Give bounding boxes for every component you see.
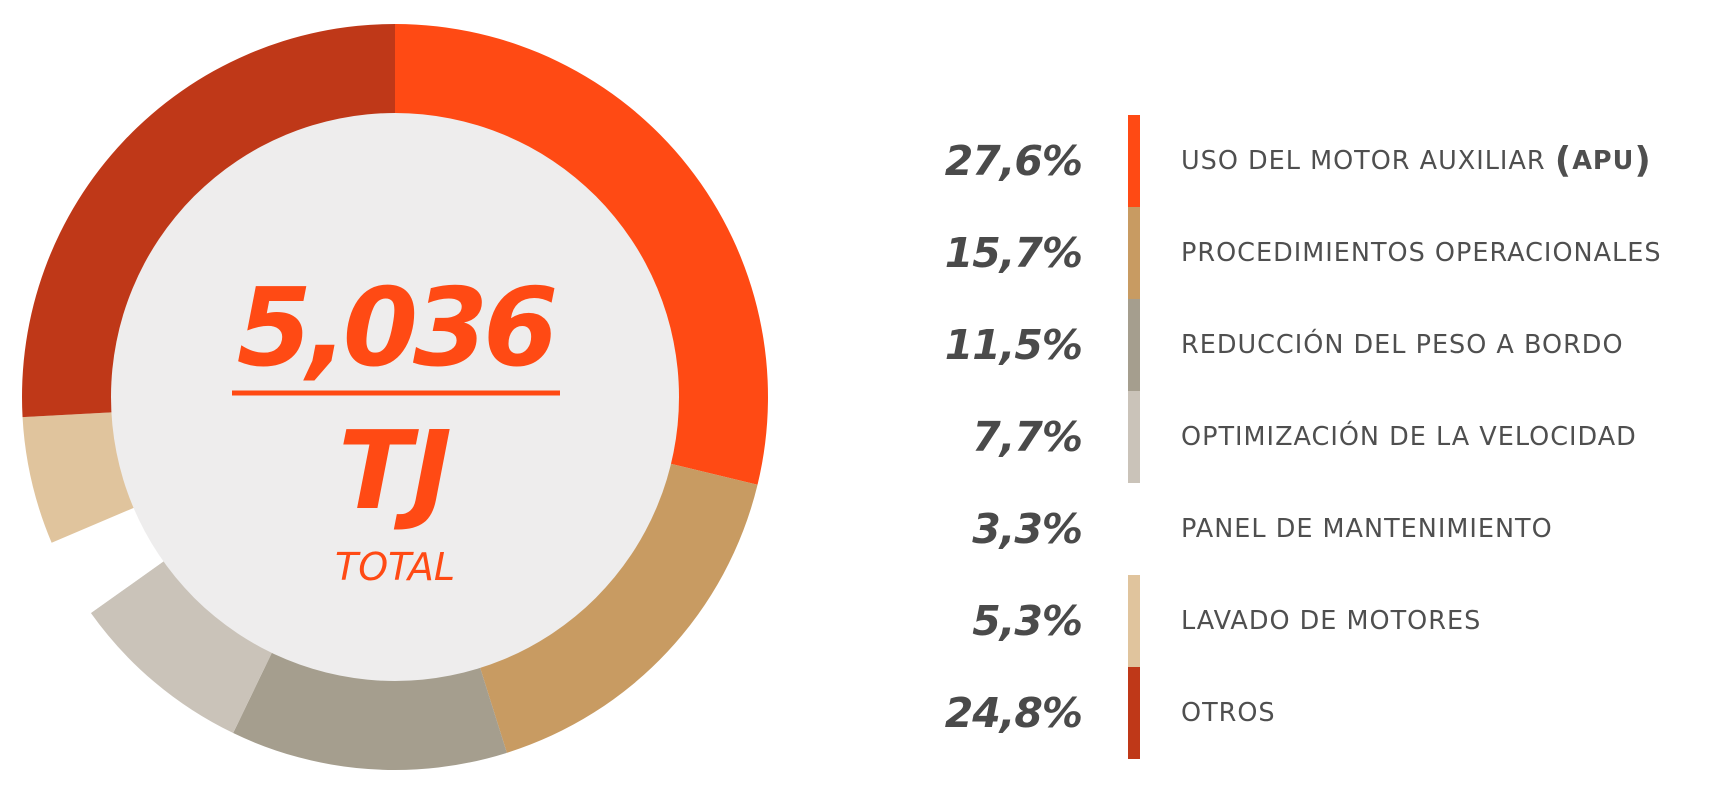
legend-item-procedimientos: 15,7% PROCEDIMIENTOS OPERACIONALES <box>930 207 1730 299</box>
legend-swatch <box>1128 115 1140 207</box>
donut-slice-5 <box>51 507 166 613</box>
donut-center <box>111 113 679 681</box>
legend-item-apu: 27,6% USO DEL MOTOR AUXILIAR (APU) <box>930 115 1730 207</box>
legend-label: PANEL DE MANTENIMIENTO <box>1181 514 1553 544</box>
legend-item-otros: 24,8% OTROS <box>930 667 1730 759</box>
legend-percentage: 15,7% <box>944 229 1083 277</box>
legend-label: OTROS <box>1181 698 1276 728</box>
legend-percentage: 24,8% <box>944 689 1083 737</box>
legend-label: PROCEDIMIENTOS OPERACIONALES <box>1181 238 1662 268</box>
total-unit: TJ <box>338 409 452 534</box>
legend-label-text: USO DEL MOTOR AUXILIAR <box>1181 146 1546 176</box>
legend-swatch <box>1128 483 1140 575</box>
legend-percentage: 3,3% <box>972 505 1083 553</box>
legend-label: LAVADO DE MOTORES <box>1181 606 1482 636</box>
legend-percentage: 7,7% <box>972 413 1083 461</box>
legend-swatch <box>1128 207 1140 299</box>
total-value: 5,036 <box>237 266 555 391</box>
donut-slice-2 <box>479 463 758 753</box>
legend-item-peso: 11,5% REDUCCIÓN DEL PESO A BORDO <box>930 299 1730 391</box>
legend-swatch <box>1128 667 1140 759</box>
legend-label-abbr: APU <box>1572 146 1635 176</box>
legend-percentage: 27,6% <box>944 137 1083 185</box>
donut-slice-6 <box>22 412 136 543</box>
legend-percentage: 11,5% <box>944 321 1083 369</box>
donut-slices <box>22 24 768 770</box>
legend-label: OPTIMIZACIÓN DE LA VELOCIDAD <box>1181 422 1637 452</box>
legend-swatch <box>1128 575 1140 667</box>
legend-label: REDUCCIÓN DEL PESO A BORDO <box>1181 330 1624 360</box>
donut-slice-7 <box>22 24 395 418</box>
total-caption: TOTAL <box>335 545 455 589</box>
legend-percentage: 5,3% <box>972 597 1083 645</box>
legend-item-mantenimiento: 3,3% PANEL DE MANTENIMIENTO <box>930 483 1730 575</box>
donut-chart: 5,036 TJ TOTAL <box>22 24 768 770</box>
legend-item-lavado: 5,3% LAVADO DE MOTORES <box>930 575 1730 667</box>
legend-item-velocidad: 7,7% OPTIMIZACIÓN DE LA VELOCIDAD <box>930 391 1730 483</box>
legend-label: USO DEL MOTOR AUXILIAR (APU) <box>1181 140 1652 181</box>
legend-swatch <box>1128 299 1140 391</box>
donut-slice-1 <box>395 24 768 485</box>
legend-swatch <box>1128 391 1140 483</box>
donut-slice-3 <box>233 651 507 770</box>
donut-slice-4 <box>90 560 273 734</box>
